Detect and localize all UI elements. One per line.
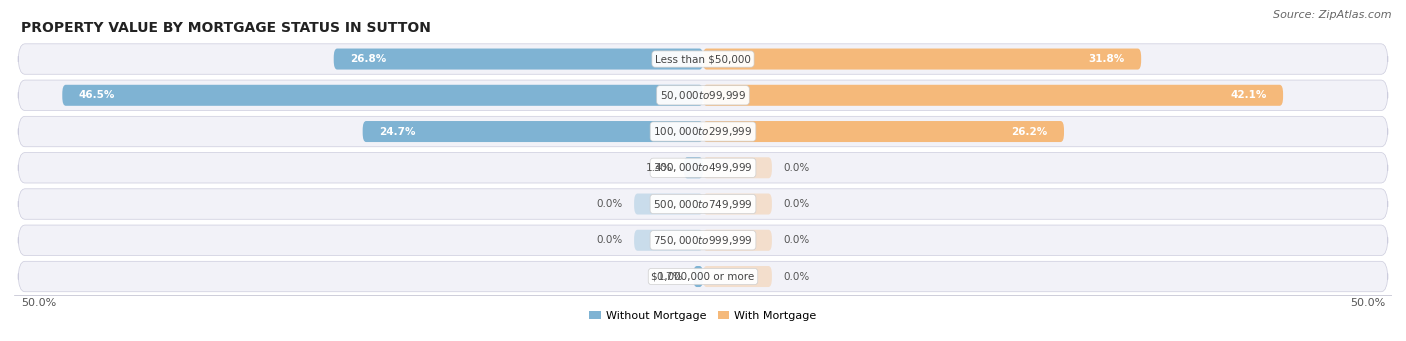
Text: 24.7%: 24.7% xyxy=(380,127,416,136)
Text: $100,000 to $299,999: $100,000 to $299,999 xyxy=(654,125,752,138)
Text: 46.5%: 46.5% xyxy=(79,90,115,100)
FancyBboxPatch shape xyxy=(18,116,1388,147)
Text: 0.0%: 0.0% xyxy=(596,235,623,245)
Text: 0.0%: 0.0% xyxy=(783,271,810,282)
FancyBboxPatch shape xyxy=(18,225,1388,255)
FancyBboxPatch shape xyxy=(703,85,1284,106)
Text: 0.0%: 0.0% xyxy=(596,199,623,209)
Text: Source: ZipAtlas.com: Source: ZipAtlas.com xyxy=(1274,10,1392,20)
FancyBboxPatch shape xyxy=(18,261,1388,292)
FancyBboxPatch shape xyxy=(18,44,1388,74)
FancyBboxPatch shape xyxy=(363,121,703,142)
FancyBboxPatch shape xyxy=(703,48,1142,70)
Text: 26.8%: 26.8% xyxy=(350,54,387,64)
Text: $750,000 to $999,999: $750,000 to $999,999 xyxy=(654,234,752,247)
Text: 42.1%: 42.1% xyxy=(1230,90,1267,100)
Text: $500,000 to $749,999: $500,000 to $749,999 xyxy=(654,197,752,210)
Text: 31.8%: 31.8% xyxy=(1088,54,1125,64)
FancyBboxPatch shape xyxy=(62,85,703,106)
FancyBboxPatch shape xyxy=(703,157,772,178)
FancyBboxPatch shape xyxy=(333,48,703,70)
FancyBboxPatch shape xyxy=(703,193,772,214)
FancyBboxPatch shape xyxy=(703,230,772,251)
Text: 0.0%: 0.0% xyxy=(783,235,810,245)
FancyBboxPatch shape xyxy=(683,157,703,178)
Text: 50.0%: 50.0% xyxy=(21,298,56,308)
FancyBboxPatch shape xyxy=(634,230,703,251)
Text: 0.0%: 0.0% xyxy=(783,163,810,173)
Text: 0.7%: 0.7% xyxy=(657,271,682,282)
FancyBboxPatch shape xyxy=(18,152,1388,183)
Text: PROPERTY VALUE BY MORTGAGE STATUS IN SUTTON: PROPERTY VALUE BY MORTGAGE STATUS IN SUT… xyxy=(21,21,430,35)
Text: 26.2%: 26.2% xyxy=(1011,127,1047,136)
Legend: Without Mortgage, With Mortgage: Without Mortgage, With Mortgage xyxy=(585,307,821,326)
Text: $1,000,000 or more: $1,000,000 or more xyxy=(651,271,755,282)
Text: 0.0%: 0.0% xyxy=(783,199,810,209)
Text: $50,000 to $99,999: $50,000 to $99,999 xyxy=(659,89,747,102)
FancyBboxPatch shape xyxy=(703,121,1064,142)
Text: 1.4%: 1.4% xyxy=(647,163,672,173)
Text: $300,000 to $499,999: $300,000 to $499,999 xyxy=(654,161,752,174)
Text: 50.0%: 50.0% xyxy=(1350,298,1385,308)
Text: Less than $50,000: Less than $50,000 xyxy=(655,54,751,64)
FancyBboxPatch shape xyxy=(634,193,703,214)
FancyBboxPatch shape xyxy=(18,189,1388,219)
FancyBboxPatch shape xyxy=(703,266,772,287)
FancyBboxPatch shape xyxy=(18,80,1388,110)
FancyBboxPatch shape xyxy=(693,266,703,287)
